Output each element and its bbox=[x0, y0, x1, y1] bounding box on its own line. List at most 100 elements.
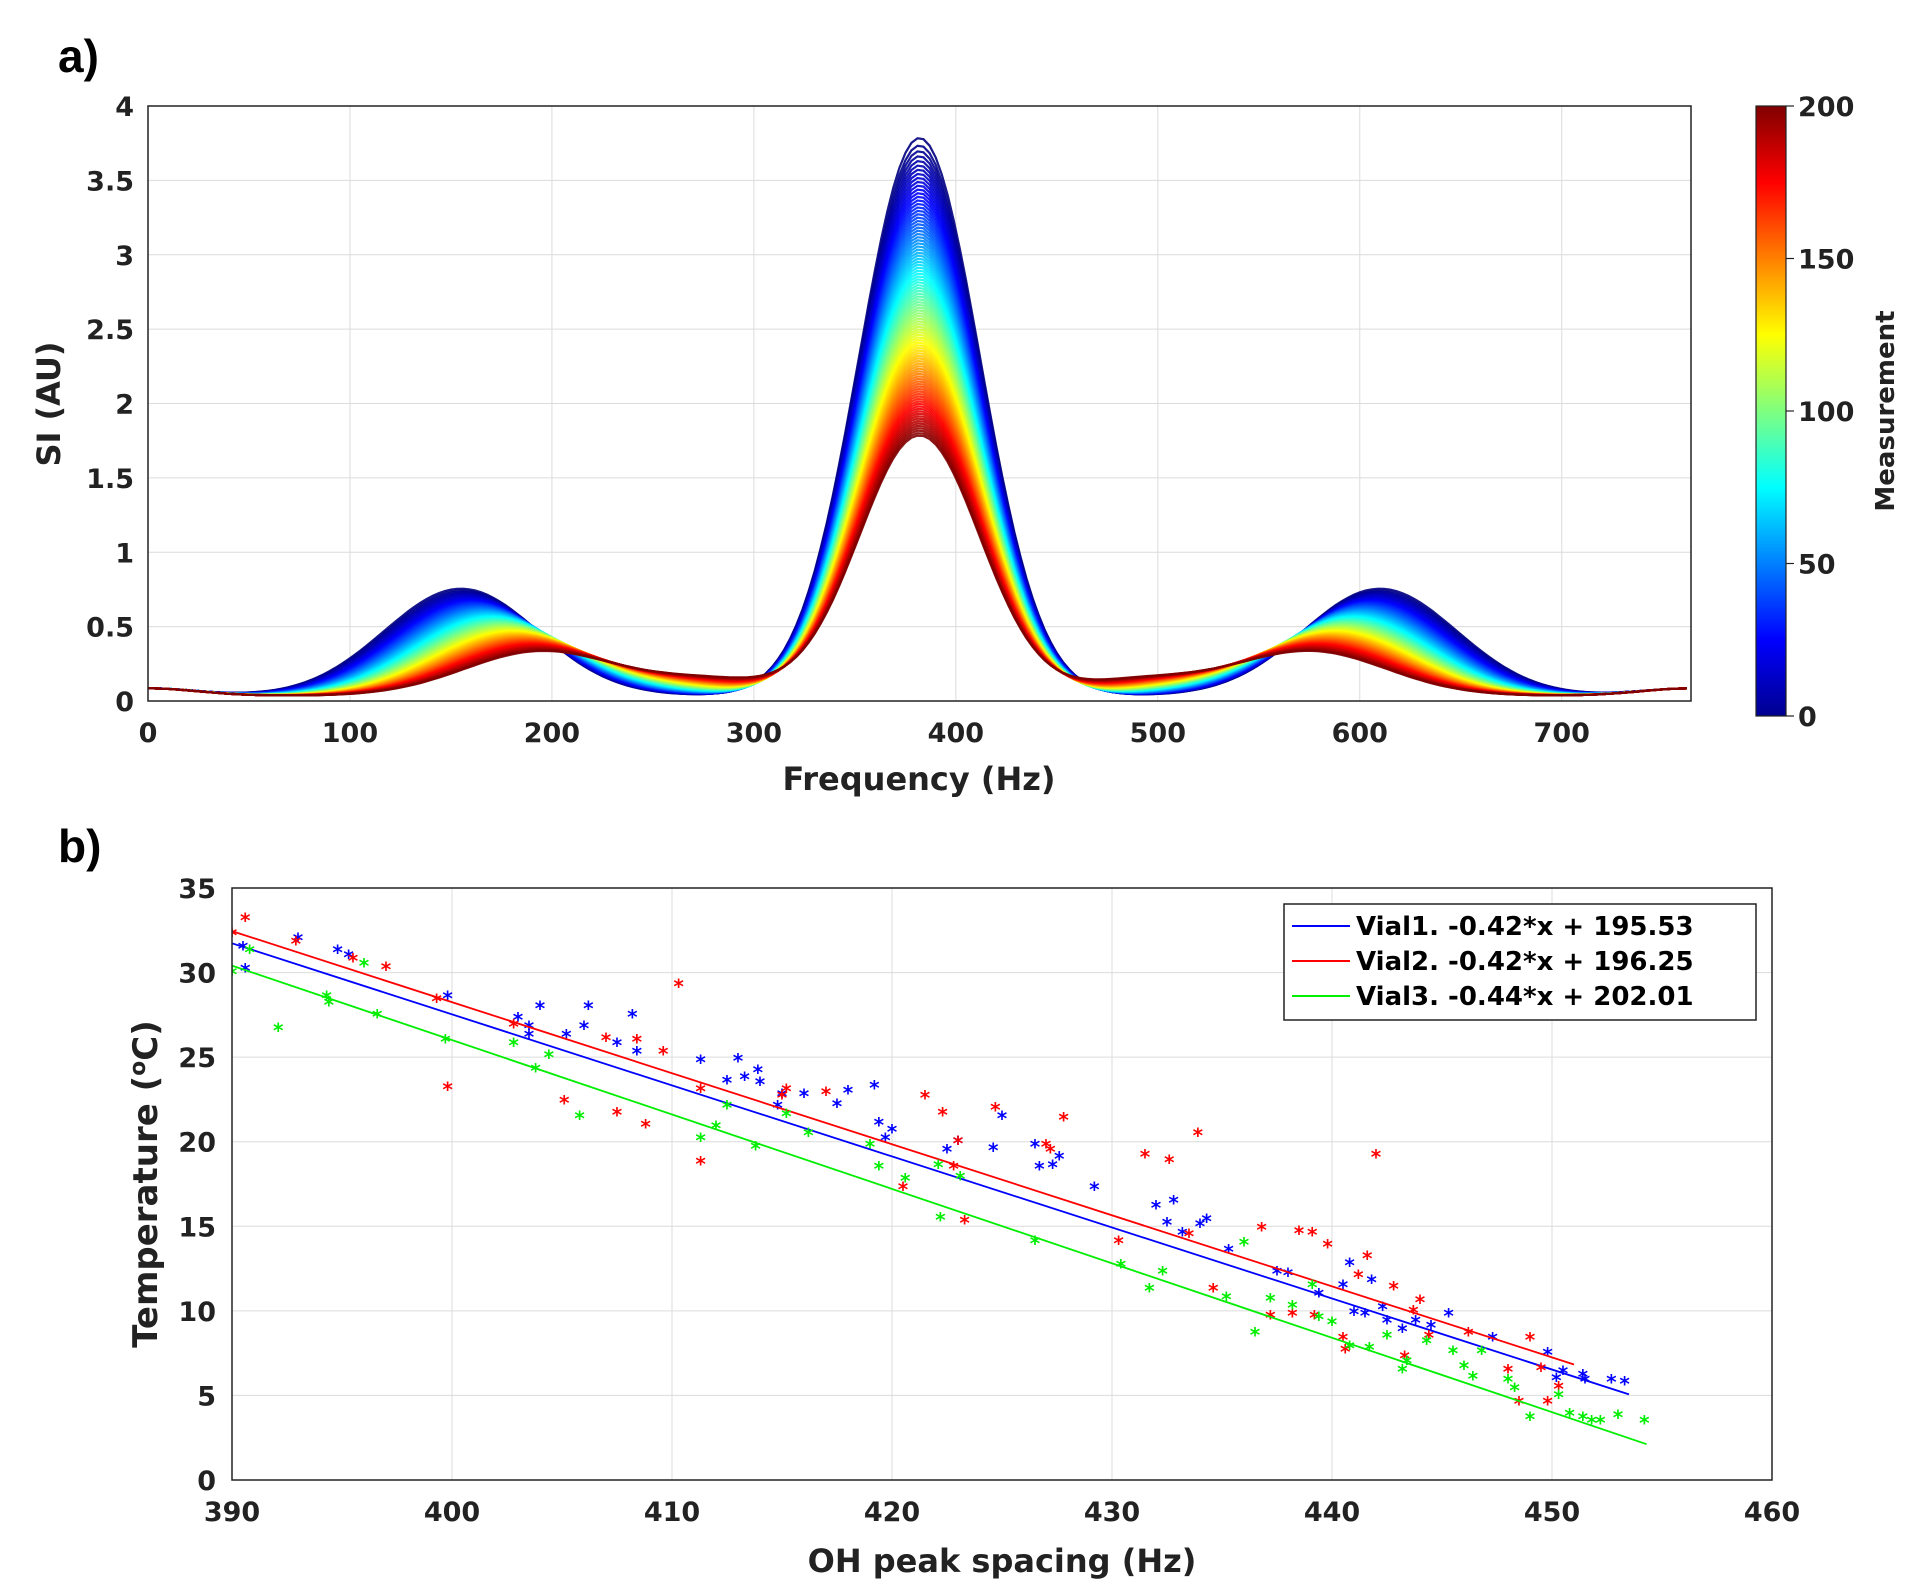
data-point-vial2: * bbox=[1542, 1392, 1553, 1416]
data-point-vial3: * bbox=[1221, 1287, 1232, 1311]
data-point-vial1: * bbox=[832, 1095, 843, 1119]
data-point-vial2: * bbox=[640, 1115, 651, 1139]
data-point-vial2: * bbox=[1514, 1392, 1525, 1416]
y-tick-a-8: 4 bbox=[115, 92, 134, 123]
data-point-vial1: * bbox=[1360, 1304, 1371, 1328]
data-point-vial1: * bbox=[777, 1084, 788, 1108]
data-point-vial2: * bbox=[601, 1029, 612, 1053]
data-point-vial3: * bbox=[1459, 1357, 1470, 1381]
fit-line-vial3 bbox=[232, 964, 1647, 1446]
data-point-vial2: * bbox=[559, 1091, 570, 1115]
y-tick-a-7: 3.5 bbox=[86, 166, 134, 197]
y-tick-a-2: 1 bbox=[115, 538, 134, 569]
legend-label-vial2: Vial2. -0.42*x + 196.25 bbox=[1356, 947, 1694, 977]
data-point-vial2: * bbox=[1424, 1326, 1435, 1350]
data-point-vial3: * bbox=[574, 1106, 585, 1130]
y-tick-a-5: 2.5 bbox=[86, 315, 134, 346]
data-point-vial3: * bbox=[935, 1208, 946, 1232]
colorbar-tick-3: 150 bbox=[1798, 245, 1854, 276]
y-tick-b-4: 20 bbox=[178, 1128, 216, 1159]
data-point-vial1: * bbox=[874, 1113, 885, 1137]
x-tick-a-3: 300 bbox=[726, 718, 782, 749]
spectra-chart: 0 100 200 300 400 500 600 70000.511.522.533.54 … bbox=[30, 92, 1901, 798]
data-point-vial1: * bbox=[1349, 1303, 1360, 1327]
data-point-vial2: * bbox=[291, 932, 302, 956]
data-point-vial3: * bbox=[933, 1155, 944, 1179]
fit-line-vial2 bbox=[232, 930, 1575, 1366]
data-point-vial1: * bbox=[753, 1061, 764, 1085]
data-point-vial2: * bbox=[1113, 1232, 1124, 1256]
data-point-vial2: * bbox=[1309, 1306, 1320, 1330]
data-point-vial3: * bbox=[865, 1135, 876, 1159]
data-point-vial1: * bbox=[561, 1025, 572, 1049]
panel-label-b: b) bbox=[58, 820, 101, 872]
data-point-vial3: * bbox=[1476, 1341, 1487, 1365]
data-point-vial2: * bbox=[1140, 1145, 1151, 1169]
data-point-vial1: * bbox=[988, 1138, 999, 1162]
data-point-vial1: * bbox=[1344, 1253, 1355, 1277]
data-point-vial3: * bbox=[359, 954, 370, 978]
panel-label-a: a) bbox=[58, 30, 99, 82]
data-point-vial2: * bbox=[1362, 1247, 1373, 1271]
x-axis-label-a: Frequency (Hz) bbox=[782, 760, 1055, 798]
data-point-vial3: * bbox=[372, 1005, 383, 1029]
data-point-vial2: * bbox=[673, 974, 684, 998]
data-point-vial3: * bbox=[544, 1045, 555, 1069]
data-point-vial1: * bbox=[1314, 1284, 1325, 1308]
data-point-vial3: * bbox=[781, 1105, 792, 1129]
data-point-vial1: * bbox=[1410, 1311, 1421, 1335]
colorbar-label: Measurement bbox=[1871, 310, 1901, 511]
data-point-vial2: * bbox=[1045, 1140, 1056, 1164]
data-point-vial1: * bbox=[880, 1128, 891, 1152]
data-point-vial2: * bbox=[1338, 1328, 1349, 1352]
axes-box-b bbox=[231, 887, 1773, 1481]
ticks-a: 0 100 200 300 400 500 600 700 0 0.5 1 1.5 2 2.5 3 3.5 4 bbox=[86, 92, 1590, 749]
data-point-vial3: * bbox=[1578, 1407, 1589, 1431]
data-point-vial1: * bbox=[799, 1084, 810, 1108]
data-point-vial1: * bbox=[1377, 1297, 1388, 1321]
temperature-chart: *** * *** **** ***** **** ** * * ** ***** * **** ****… bbox=[126, 874, 1800, 1580]
data-point-vial3: * bbox=[1239, 1233, 1250, 1257]
data-point-vial3: * bbox=[722, 1096, 733, 1120]
x-tick-a-4: 400 bbox=[928, 718, 984, 749]
data-point-vial1: * bbox=[524, 1025, 535, 1049]
data-point-vial2: * bbox=[1322, 1235, 1333, 1259]
data-point-vial1: * bbox=[293, 929, 304, 953]
data-point-vial2: * bbox=[1208, 1279, 1219, 1303]
data-point-vial2: * bbox=[1408, 1301, 1419, 1325]
x-tick-b-2: 410 bbox=[644, 1497, 700, 1528]
data-point-vial2: * bbox=[777, 1086, 788, 1110]
data-point-vial3: * bbox=[1595, 1411, 1606, 1435]
data-point-vial1: * bbox=[1366, 1270, 1377, 1294]
colorbar-tick-1: 50 bbox=[1798, 550, 1836, 581]
data-point-vial1: * bbox=[733, 1049, 744, 1073]
data-point-vial1: * bbox=[1195, 1215, 1206, 1239]
x-tick-a-0: 0 bbox=[139, 718, 158, 749]
data-point-vial3: * bbox=[1402, 1352, 1413, 1376]
data-point-vial1: * bbox=[1619, 1372, 1630, 1396]
data-point-vial1: * bbox=[739, 1067, 750, 1091]
data-point-vial1: * bbox=[1223, 1240, 1234, 1264]
data-point-vial3: * bbox=[1564, 1404, 1575, 1428]
data-point-vial3: * bbox=[1503, 1370, 1514, 1394]
data-point-vial2: * bbox=[1041, 1135, 1052, 1159]
data-point-vial3: * bbox=[1421, 1331, 1432, 1355]
data-point-vial1: * bbox=[238, 937, 249, 961]
data-point-vial2: * bbox=[381, 957, 392, 981]
data-point-vial2: * bbox=[1184, 1225, 1195, 1249]
data-point-vial1: * bbox=[887, 1120, 898, 1144]
data-point-vial1: * bbox=[632, 1042, 643, 1066]
data-point-vial2: * bbox=[937, 1103, 948, 1127]
x-tick-a-5: 500 bbox=[1130, 718, 1186, 749]
data-point-vial3: * bbox=[244, 941, 255, 965]
colorbar-tick-2: 100 bbox=[1798, 397, 1854, 428]
data-point-vial3: * bbox=[1639, 1411, 1650, 1435]
data-point-vial2: * bbox=[227, 924, 238, 948]
data-point-vial2: * bbox=[1058, 1108, 1069, 1132]
data-point-vial1: * bbox=[1558, 1362, 1569, 1386]
data-point-vial2: * bbox=[1307, 1223, 1318, 1247]
data-point-vial2: * bbox=[1164, 1150, 1175, 1174]
data-point-vial2: * bbox=[1294, 1221, 1305, 1245]
data-point-vial3: * bbox=[1314, 1308, 1325, 1332]
y-tick-b-5: 25 bbox=[178, 1043, 216, 1074]
